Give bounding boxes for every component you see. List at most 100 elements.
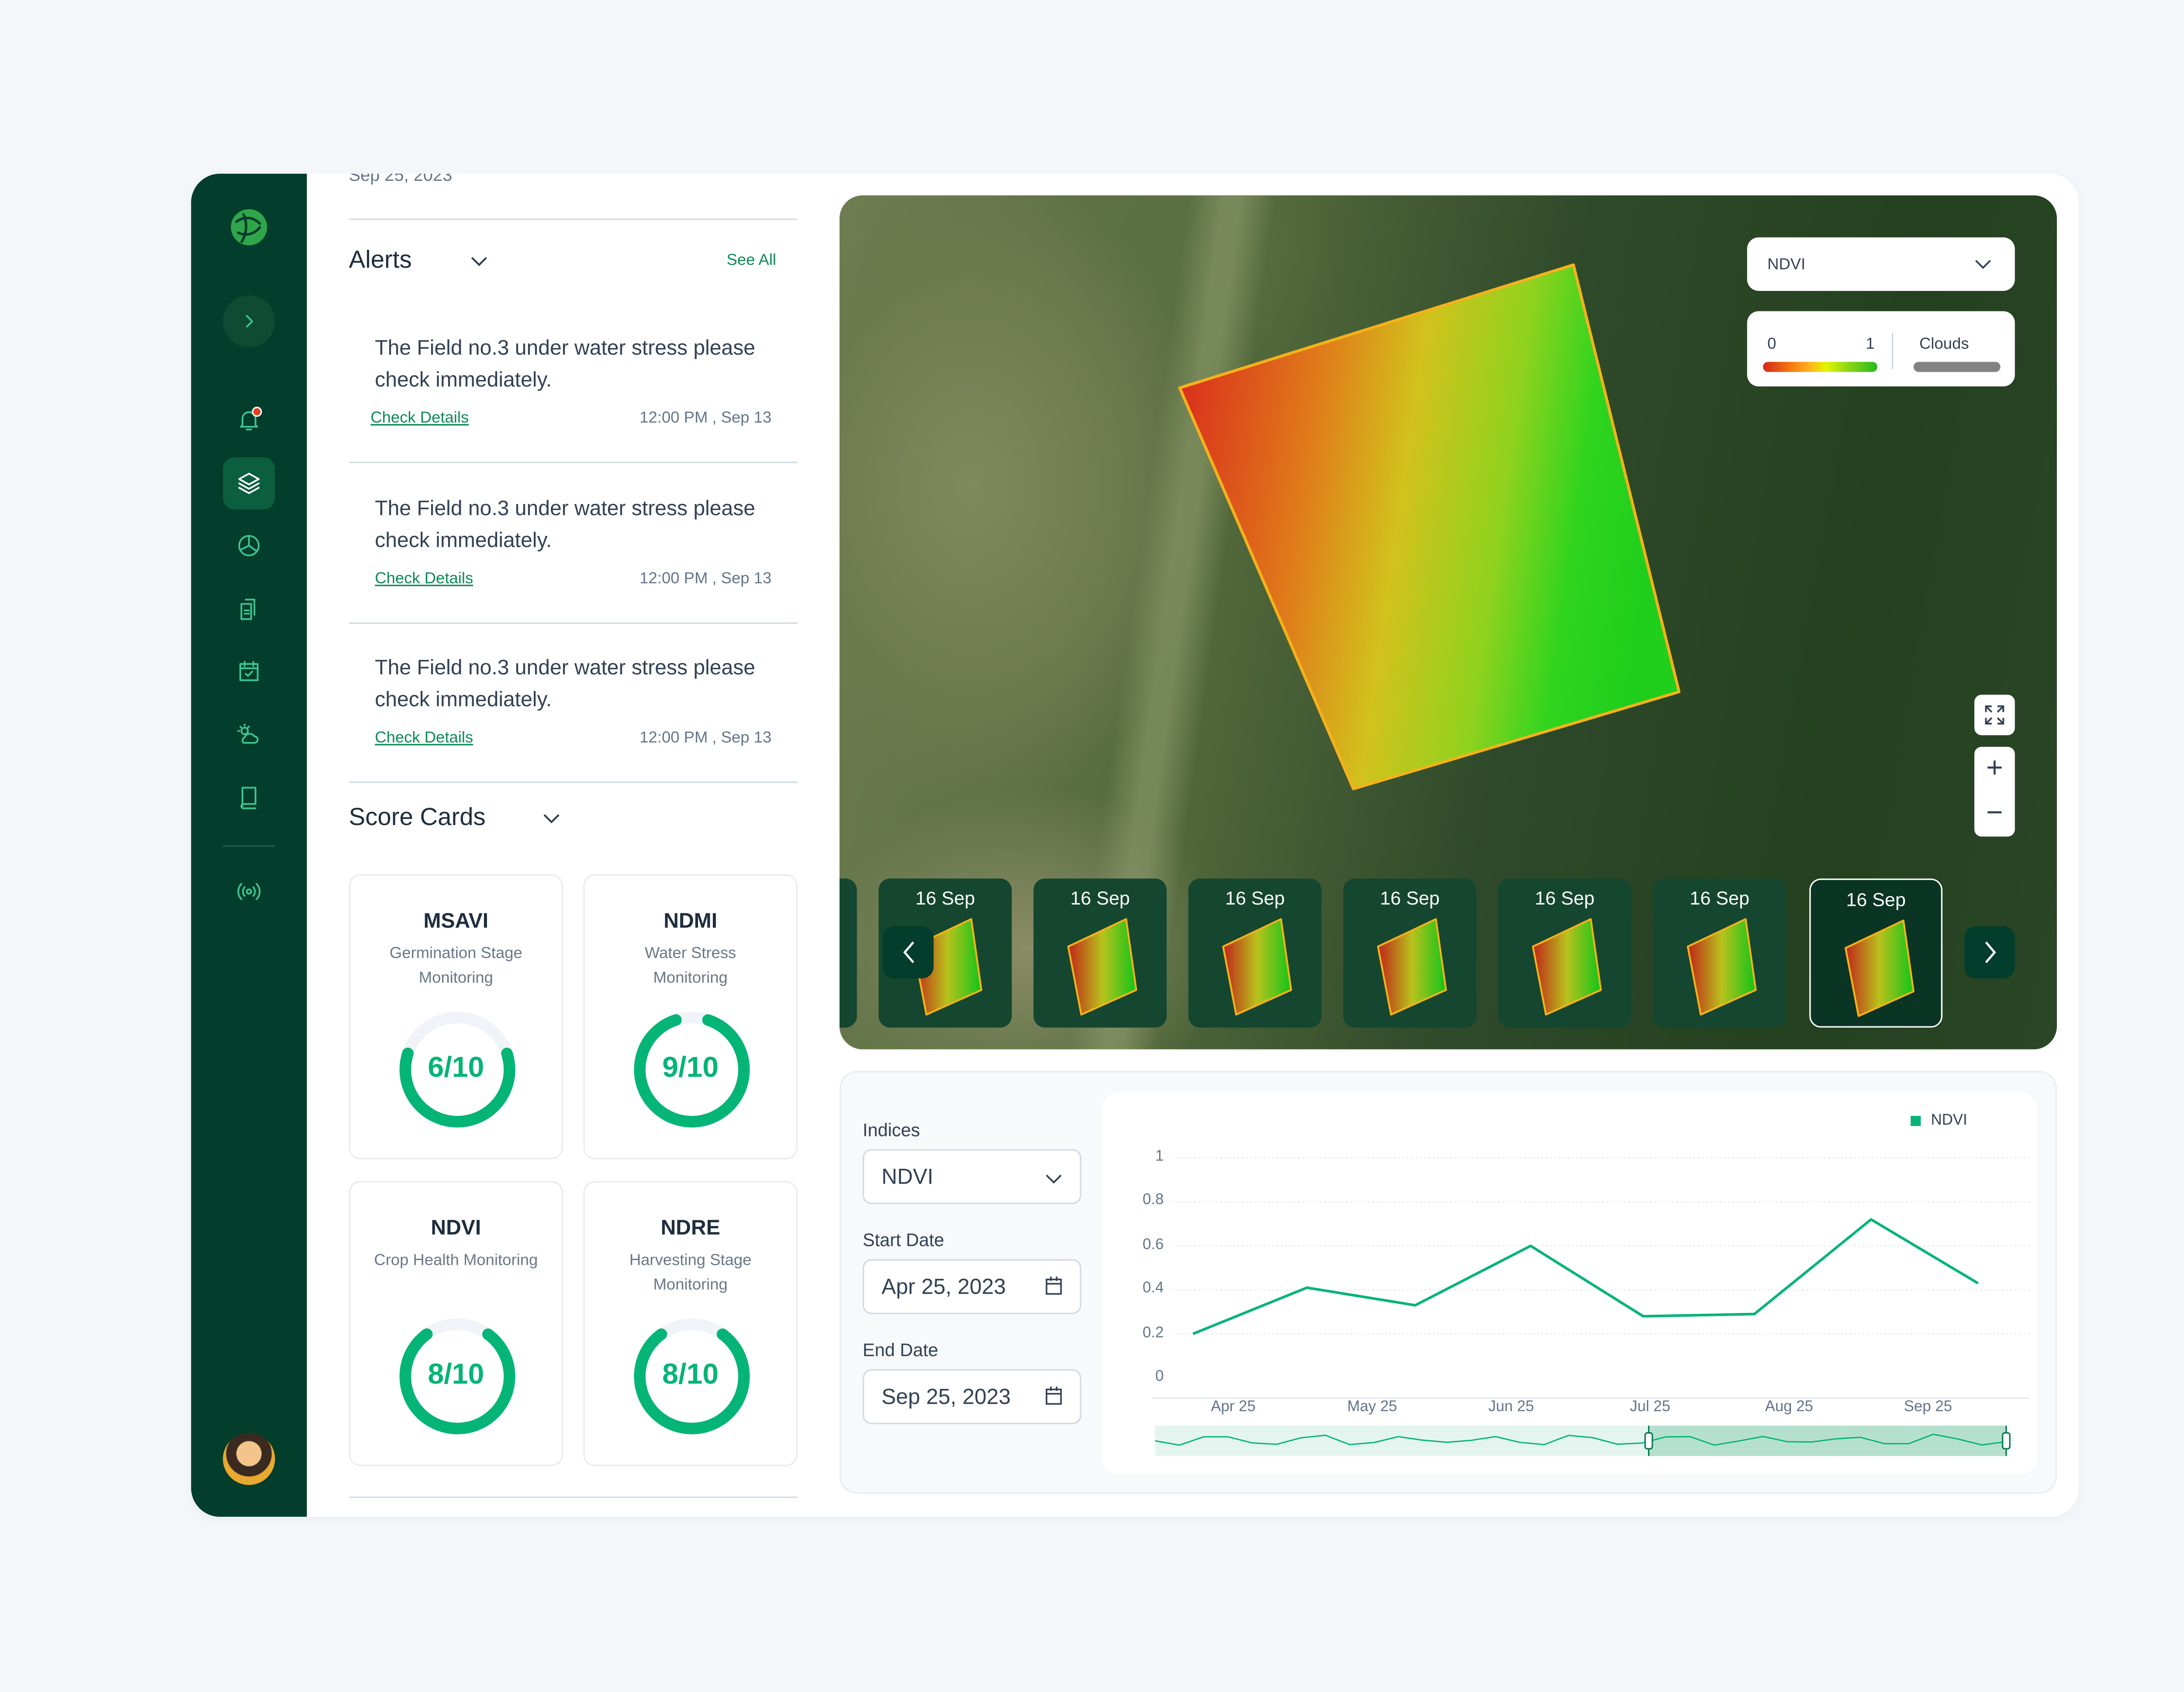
legend-min: 0: [1767, 335, 1776, 353]
sidebar-item-calendar[interactable]: [223, 646, 275, 698]
field-map[interactable]: NDVI 0 1 Clouds + − 16 Sep 16 Sep 16 Sep…: [840, 195, 2057, 1050]
score-value: 9/10: [662, 1052, 719, 1084]
thumbnails-next-button[interactable]: [1964, 926, 2015, 979]
date-thumbnail[interactable]: 16 Sep: [1809, 878, 1943, 1028]
alert-message: The Field no.3 under water stress please…: [375, 657, 755, 711]
ndvi-series-line: [1192, 1218, 1979, 1335]
zoom-in-button[interactable]: +: [1974, 747, 2015, 792]
calendar-icon: [1046, 1276, 1062, 1295]
sidebar-item-notifications[interactable]: [223, 394, 275, 445]
zoom-controls: + −: [1974, 746, 2015, 837]
navigator-selection[interactable]: [1648, 1426, 2006, 1456]
thumbnail-date: 16 Sep: [1070, 887, 1130, 909]
book-icon: [240, 787, 256, 809]
score-subtitle: Water Stress Monitoring: [644, 945, 736, 987]
index-select-value: NDVI: [1767, 256, 1806, 274]
fullscreen-button[interactable]: [1974, 694, 2015, 736]
chevron-right-icon: [1984, 941, 1996, 963]
navigator-series: [1155, 1433, 2007, 1446]
expand-icon: [1985, 705, 2004, 725]
score-subtitle: Crop Health Monitoring: [374, 1252, 538, 1270]
y-tick-label: 0.4: [1142, 1280, 1164, 1297]
thumbnail-field-preview: [1377, 918, 1447, 1016]
index-select[interactable]: NDVI: [1747, 237, 2015, 291]
score-title: NDRE: [660, 1217, 720, 1240]
sidebar-item-layers[interactable]: [223, 457, 275, 510]
thumbnail-date: 16 Sep: [1846, 888, 1906, 911]
alerts-title: Alerts: [349, 246, 412, 274]
thumbnail-field-preview: [1067, 918, 1137, 1016]
indices-select[interactable]: NDVI: [863, 1149, 1082, 1205]
score-title: MSAVI: [423, 910, 489, 934]
x-tick-label: Jun 25: [1488, 1398, 1534, 1416]
ndvi-field-overlay: [1178, 263, 1681, 791]
sidebar-item-sensors[interactable]: [223, 866, 275, 918]
date-thumbnail[interactable]: 16 Sep: [1498, 878, 1631, 1028]
weather-icon: [237, 723, 259, 744]
chevron-right-icon: [246, 315, 253, 328]
plus-icon: +: [1986, 753, 2003, 785]
thumbnail-field-preview: [1222, 918, 1292, 1016]
divider: [349, 218, 798, 220]
thumbnail-partial[interactable]: [840, 878, 857, 1028]
divider: [349, 1496, 798, 1498]
check-details-link[interactable]: Check Details: [375, 570, 473, 588]
date-thumbnail[interactable]: 16 Sep: [1033, 878, 1167, 1028]
score-card-ndmi[interactable]: NDMI Water Stress Monitoring 9/10: [583, 874, 798, 1160]
legend-swatch: [1911, 1115, 1921, 1126]
end-date-value: Sep 25, 2023: [881, 1385, 1011, 1410]
score-subtitle: Harvesting Stage Monitoring: [629, 1252, 752, 1293]
score-card-ndre[interactable]: NDRE Harvesting Stage Monitoring 8/10: [583, 1181, 798, 1466]
minus-icon: −: [1986, 797, 2003, 829]
app-window: Sep 25, 2023 Alerts See All The Field no…: [191, 173, 2079, 1517]
score-cards-collapse-chevron-icon[interactable]: [541, 811, 561, 825]
user-avatar[interactable]: [223, 1433, 275, 1485]
thumbnail-field-preview: [1686, 918, 1757, 1016]
start-date-label: Start Date: [863, 1230, 944, 1251]
x-tick-label: Aug 25: [1765, 1398, 1814, 1416]
alert-message: The Field no.3 under water stress please…: [375, 337, 755, 392]
chevron-left-icon: [902, 941, 914, 963]
sidebar-item-book[interactable]: [223, 771, 275, 823]
see-all-link[interactable]: See All: [726, 252, 777, 269]
divider: [349, 462, 798, 463]
legend-divider: [1892, 333, 1894, 369]
date-thumbnail[interactable]: 16 Sep: [1653, 878, 1787, 1028]
score-card-ndvi[interactable]: NDVI Crop Health Monitoring 8/10: [349, 1181, 563, 1466]
sidebar-item-weather[interactable]: [223, 709, 275, 761]
thumbnails-prev-button[interactable]: [883, 926, 934, 979]
alerts-collapse-chevron-icon[interactable]: [469, 253, 489, 268]
sidebar-item-analytics[interactable]: [223, 520, 275, 572]
end-date-label: End Date: [863, 1340, 938, 1361]
logo-icon[interactable]: [223, 201, 275, 253]
notification-badge: [252, 407, 262, 417]
navigator-handle[interactable]: [1644, 1432, 1653, 1450]
check-details-link[interactable]: Check Details: [370, 409, 469, 427]
score-subtitle: Germination Stage Monitoring: [389, 945, 522, 987]
legend-max: 1: [1866, 335, 1875, 353]
clouds-label: Clouds: [1919, 335, 1969, 353]
score-card-msavi[interactable]: MSAVI Germination Stage Monitoring 6/10: [349, 874, 563, 1160]
divider: [349, 622, 798, 624]
start-date-value: Apr 25, 2023: [881, 1275, 1006, 1300]
x-tick-label: Jul 25: [1630, 1398, 1671, 1416]
thumbnail-date: 16 Sep: [1380, 887, 1440, 909]
end-date-input[interactable]: Sep 25, 2023: [863, 1369, 1082, 1424]
navigator-handle[interactable]: [2001, 1432, 2011, 1450]
broadcast-icon: [237, 883, 261, 900]
y-tick-label: 0: [1155, 1367, 1164, 1385]
expand-sidebar-button[interactable]: [223, 295, 275, 348]
start-date-input[interactable]: Apr 25, 2023: [863, 1259, 1082, 1314]
y-tick-label: 1: [1155, 1147, 1164, 1165]
date-thumbnail[interactable]: 16 Sep: [1188, 878, 1322, 1028]
sidebar-item-reports[interactable]: [223, 583, 275, 635]
thumbnail-field-preview: [1844, 919, 1914, 1017]
alert-time: 12:00 PM , Sep 13: [639, 409, 772, 427]
date-thumbnail[interactable]: 16 Sep: [1343, 878, 1477, 1028]
score-value: 6/10: [428, 1052, 484, 1084]
indices-label: Indices: [863, 1120, 920, 1141]
zoom-out-button[interactable]: −: [1974, 792, 2015, 837]
score-gauge: [634, 1318, 750, 1434]
indices-value: NDVI: [881, 1165, 933, 1190]
check-details-link[interactable]: Check Details: [375, 729, 473, 747]
